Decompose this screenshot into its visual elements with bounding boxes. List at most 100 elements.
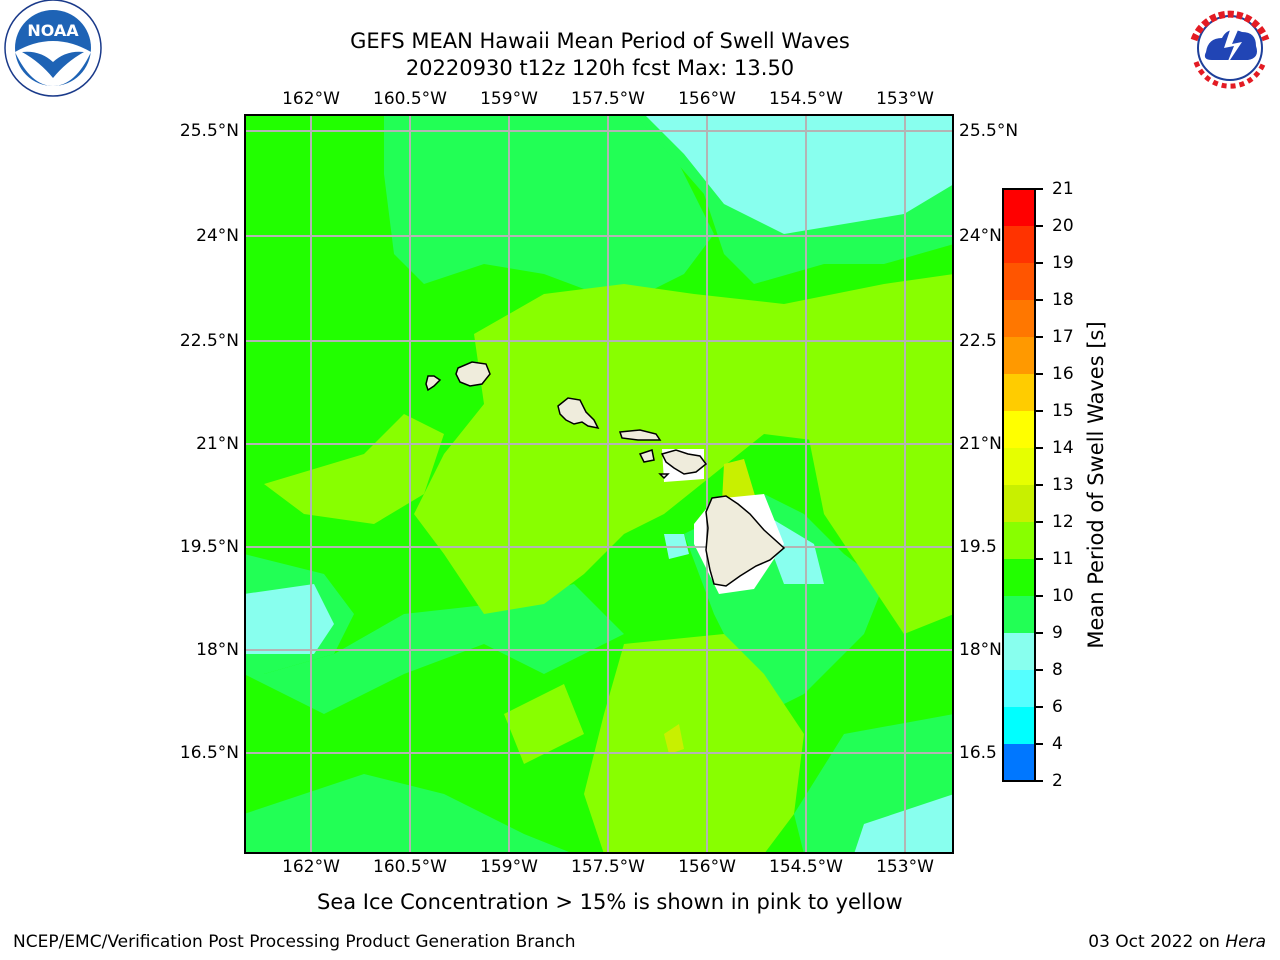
colorbar-swatch [1003, 559, 1035, 597]
footer-right: 03 Oct 2022 on Hera [1088, 932, 1266, 952]
colorbar-tick-label: 12 [1052, 512, 1074, 532]
colorbar-tick-label: 6 [1052, 697, 1063, 717]
lat-tick-right-2: 24°N [959, 226, 1002, 246]
niihau-island [425, 375, 442, 392]
lat-tick-right-5: 19.5 [959, 537, 997, 557]
lat-tick-left-1: 25.5°N [179, 121, 239, 141]
chart-title: GEFS MEAN Hawaii Mean Period of Swell Wa… [350, 29, 850, 53]
lat-tick-left-4: 21°N [196, 434, 239, 454]
colorbar-swatch [1003, 411, 1035, 449]
colorbar-tick-mark [1036, 225, 1043, 227]
colorbar-tick-mark [1036, 743, 1043, 745]
colorbar-swatches [1003, 189, 1035, 782]
colorbar-tick-mark [1036, 188, 1043, 190]
colorbar-swatch [1003, 448, 1035, 486]
lon-tick-bottom-2: 160.5°W [373, 857, 447, 877]
lat-tick-right-4: 21°N [959, 434, 1002, 454]
colorbar-tick-mark [1036, 262, 1043, 264]
lanai-island [638, 449, 655, 463]
colorbar-swatch [1003, 670, 1035, 708]
lon-tick-top-1: 162°W [282, 89, 340, 109]
lon-tick-top-7: 153°W [876, 89, 934, 109]
colorbar-tick-label: 4 [1052, 734, 1063, 754]
lon-tick-top-2: 160.5°W [373, 89, 447, 109]
colorbar-swatch [1003, 337, 1035, 375]
colorbar-tick-label: 14 [1052, 438, 1074, 458]
colorbar-tick-label: 17 [1052, 327, 1074, 347]
oahu-island [557, 397, 600, 430]
molokai-island [618, 429, 662, 441]
colorbar-tick-mark [1036, 780, 1043, 782]
nws-logo [1180, 0, 1280, 100]
colorbar-tick-label: 18 [1052, 290, 1074, 310]
colorbar-tick-mark [1036, 706, 1043, 708]
hawaiian-islands [425, 361, 786, 587]
colorbar-tick-label: 10 [1052, 586, 1074, 606]
colorbar-label: Mean Period of Swell Waves [s] [1084, 321, 1108, 649]
colorbar-swatch [1003, 633, 1035, 671]
colorbar-swatch [1003, 300, 1035, 338]
contour-mint-north [384, 114, 714, 304]
colorbar-tick-mark [1036, 632, 1043, 634]
contour-lime-south [584, 634, 804, 854]
lon-tick-bottom-1: 162°W [282, 857, 340, 877]
contour-cyan-north [644, 114, 954, 234]
colorbar-tick-mark [1036, 373, 1043, 375]
contour-yellowgreen-south [664, 724, 684, 754]
colorbar-swatch [1003, 522, 1035, 560]
colorbar-tick-label: 20 [1052, 216, 1074, 236]
maui-island [660, 449, 708, 475]
lat-tick-left-7: 16.5°N [179, 743, 239, 763]
colorbar-tick-mark [1036, 595, 1043, 597]
swell-period-field [244, 114, 954, 854]
lon-tick-bottom-3: 159°W [480, 857, 538, 877]
lat-tick-right-7: 16.5 [959, 743, 997, 763]
colorbar-tick-label: 9 [1052, 623, 1063, 643]
map-plot [244, 114, 954, 854]
contour-lime-south-west [504, 684, 584, 764]
lon-tick-bottom-5: 156°W [678, 857, 736, 877]
colorbar-tick-label: 15 [1052, 401, 1074, 421]
colorbar-tick-label: 2 [1052, 771, 1063, 791]
colorbar-tick-label: 16 [1052, 364, 1074, 384]
contour-lime-east [804, 394, 954, 634]
colorbar-swatch [1003, 707, 1035, 745]
footer-host: Hera [1225, 932, 1266, 952]
lat-tick-left-2: 24°N [196, 226, 239, 246]
colorbar-tick-mark [1036, 336, 1043, 338]
lat-tick-left-5: 19.5°N [179, 537, 239, 557]
lat-tick-left-3: 22.5°N [179, 331, 239, 351]
colorbar-tick-label: 11 [1052, 549, 1074, 569]
colorbar-tick-label: 8 [1052, 660, 1063, 680]
gridlines [244, 114, 954, 854]
colorbar-swatch [1003, 485, 1035, 523]
colorbar-swatch [1003, 226, 1035, 264]
colorbar-tick-mark [1036, 299, 1043, 301]
sea-ice-note: Sea Ice Concentration > 15% is shown in … [317, 890, 903, 914]
lon-tick-bottom-4: 157.5°W [571, 857, 645, 877]
colorbar-swatch [1003, 263, 1035, 301]
colorbar-swatch [1003, 744, 1035, 782]
lat-tick-right-3: 22.5 [959, 331, 997, 351]
colorbar-tick-mark [1036, 558, 1043, 560]
colorbar-frame [1002, 188, 1036, 782]
chart-subtitle: 20220930 t12z 120h fcst Max: 13.50 [405, 56, 795, 80]
kahoolawe-island [658, 473, 670, 480]
colorbar-tick-label: 13 [1052, 475, 1074, 495]
colorbar-tick-label: 21 [1052, 179, 1074, 199]
colorbar-swatch [1003, 189, 1035, 227]
lon-tick-top-6: 154.5°W [769, 89, 843, 109]
contour-lime-west [264, 414, 444, 524]
map-frame [244, 114, 954, 854]
lat-tick-left-6: 18°N [196, 640, 239, 660]
contour-yellowgreen-kohala [722, 459, 756, 502]
kauai-island [455, 361, 491, 387]
lon-tick-bottom-6: 154.5°W [769, 857, 843, 877]
lon-tick-top-4: 157.5°W [571, 89, 645, 109]
lat-tick-right-1: 25.5°N [959, 121, 1019, 141]
footer-left: NCEP/EMC/Verification Post Processing Pr… [13, 932, 576, 952]
colorbar-tick-mark [1036, 410, 1043, 412]
colorbar-swatch [1003, 374, 1035, 412]
lon-tick-top-5: 156°W [678, 89, 736, 109]
big-island-hawaii [705, 495, 786, 587]
